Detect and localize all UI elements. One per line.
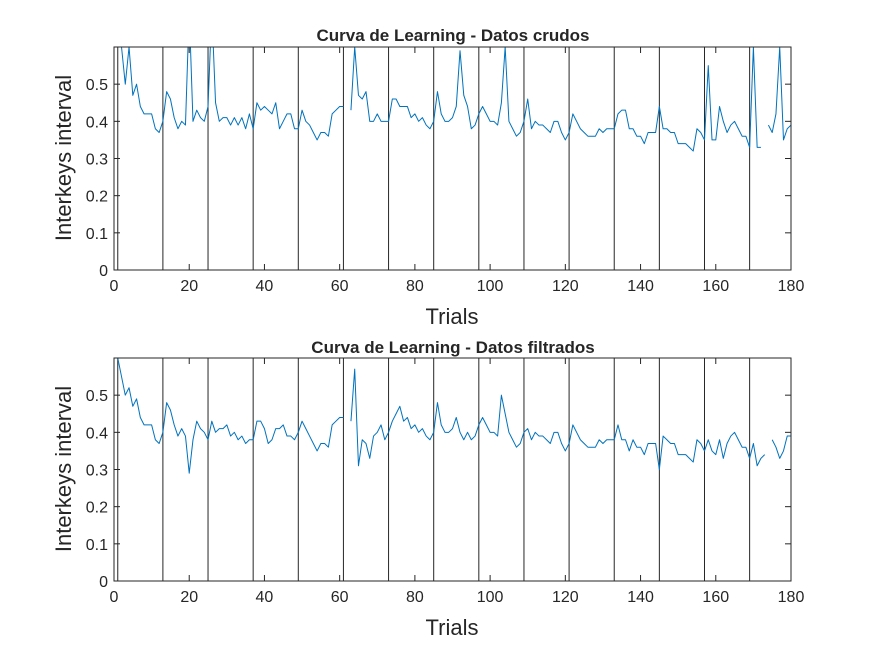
plot-area: 0 20 40 60 80 100 120 140 160 180 0 0.1 0.2 0.3 0.4 0.5 [86, 357, 805, 606]
x-tick-label: 20 [180, 589, 198, 606]
y-axis-label: Interkeys interval [51, 75, 76, 241]
x-tick-label: 100 [477, 589, 504, 606]
x-tick-label: 120 [552, 589, 579, 606]
x-tick-label: 40 [256, 589, 274, 606]
x-tick-label: 0 [110, 589, 119, 606]
y-tick-label: 0.1 [86, 226, 108, 243]
subplot-filtered-data: Curva de Learning - Datos filtrados Inte… [51, 338, 805, 640]
x-tick-label: 160 [702, 589, 729, 606]
y-tick-label: 0.3 [86, 463, 108, 480]
y-tick-label: 0.4 [86, 114, 108, 131]
y-tick-label: 0.2 [86, 189, 108, 206]
x-tick-label: 100 [477, 278, 504, 295]
x-axis-label: Trials [426, 615, 479, 640]
y-tick-label: 0.1 [86, 537, 108, 554]
x-tick-label: 20 [180, 278, 198, 295]
y-tick-label: 0 [99, 263, 108, 280]
x-axis-label: Trials [426, 304, 479, 329]
x-tick-label: 180 [778, 278, 805, 295]
y-tick-label: 0.3 [86, 152, 108, 169]
x-tick-label: 40 [256, 278, 274, 295]
x-tick-label: 0 [110, 278, 119, 295]
x-tick-label: 180 [778, 589, 805, 606]
y-tick-label: 0.5 [86, 388, 108, 405]
series-line [117, 47, 791, 152]
series-line [117, 358, 791, 474]
chart-title: Curva de Learning - Datos crudos [317, 26, 590, 45]
x-tick-label: 60 [331, 589, 349, 606]
y-axis-label: Interkeys interval [51, 386, 76, 552]
y-tick-label: 0.5 [86, 77, 108, 94]
y-tick-label: 0.4 [86, 425, 108, 442]
x-tick-label: 140 [627, 589, 654, 606]
plot-area: 0 20 40 60 80 100 120 140 160 180 0 0.1 0.2 0.3 0.4 0.5 [86, 46, 805, 295]
x-tick-label: 120 [552, 278, 579, 295]
x-tick-label: 80 [406, 589, 424, 606]
y-tick-label: 0.2 [86, 500, 108, 517]
y-tick-label: 0 [99, 574, 108, 591]
x-tick-label: 140 [627, 278, 654, 295]
subplot-raw-data: Curva de Learning - Datos crudos Interke… [51, 26, 805, 329]
chart-title: Curva de Learning - Datos filtrados [311, 338, 594, 357]
x-tick-label: 160 [702, 278, 729, 295]
x-tick-label: 80 [406, 278, 424, 295]
x-tick-label: 60 [331, 278, 349, 295]
